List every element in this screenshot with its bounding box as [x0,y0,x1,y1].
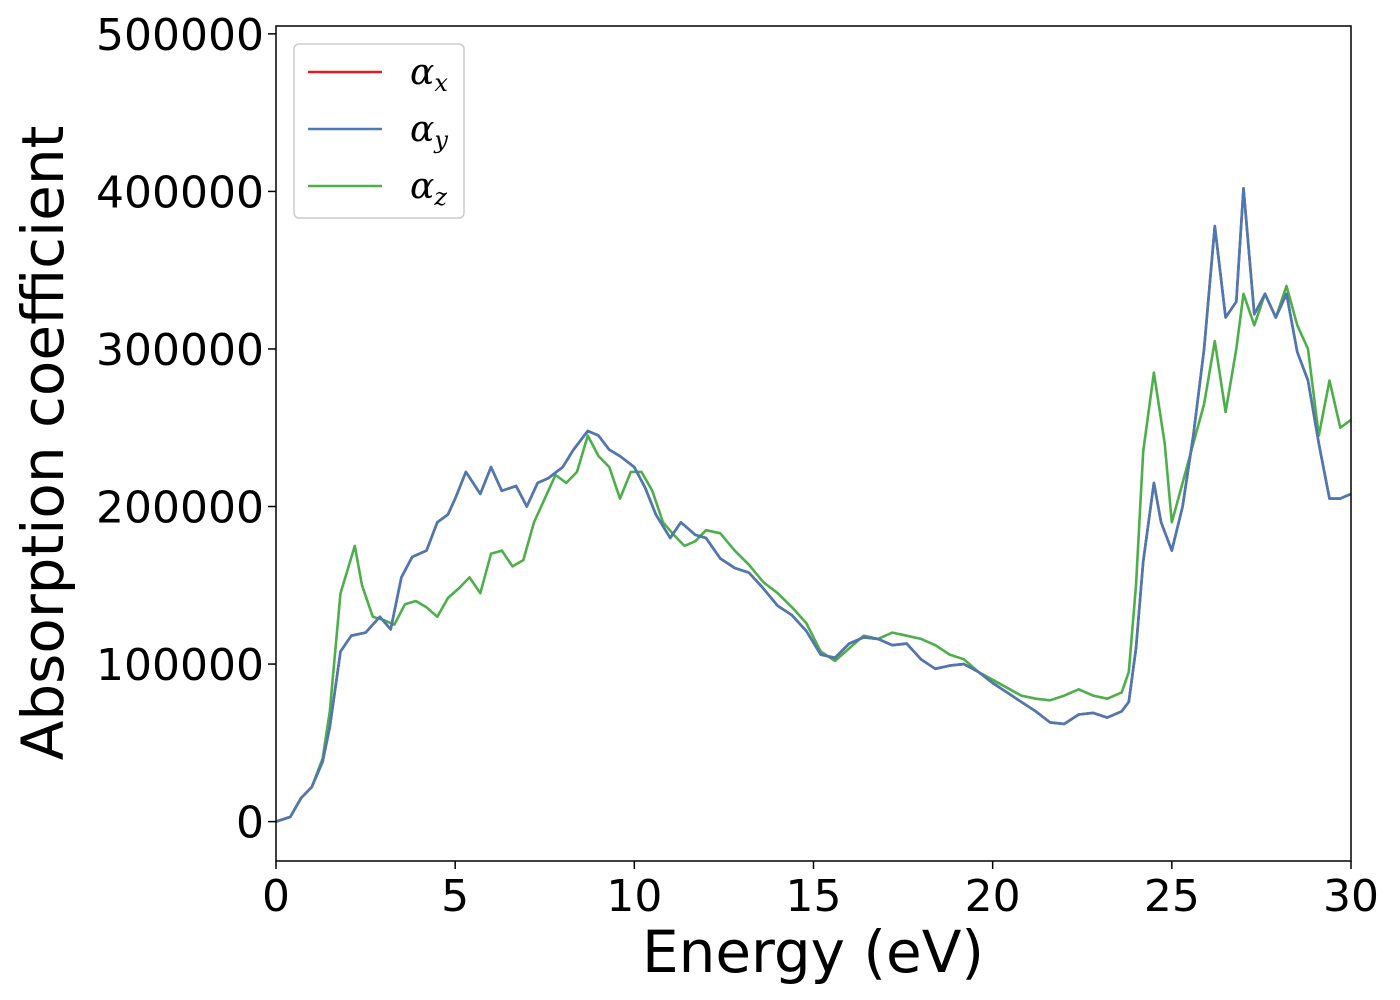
y-axis: 0 100000 200000 300000 400000 500000 [96,10,276,849]
series-layer [276,188,1351,821]
x-tick-label: 0 [262,871,290,922]
series-line-z [276,286,1351,822]
x-axis: 0 5 10 15 20 25 30 [262,861,1379,922]
y-tick-label: 0 [236,798,264,849]
x-tick-label: 15 [786,871,842,922]
y-tick-label: 200000 [96,483,264,534]
y-tick-label: 500000 [96,10,264,61]
x-tick-label: 30 [1323,871,1379,922]
y-axis-label: Absorption coefficient [9,126,77,761]
x-tick-label: 10 [606,871,662,922]
x-tick-label: 5 [441,871,469,922]
series-line-y [276,188,1351,821]
x-tick-label: 20 [965,871,1021,922]
y-tick-label: 100000 [96,640,264,691]
x-axis-label: Energy (eV) [642,918,984,986]
series-line-x [276,188,1351,821]
y-tick-label: 300000 [96,325,264,376]
x-tick-label: 25 [1144,871,1200,922]
y-tick-label: 400000 [96,167,264,218]
